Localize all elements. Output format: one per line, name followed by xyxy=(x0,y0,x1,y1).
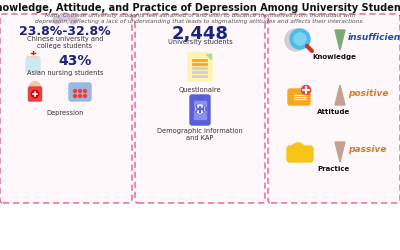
FancyBboxPatch shape xyxy=(28,51,38,55)
Text: 23.8%-32.8%: 23.8%-32.8% xyxy=(19,25,111,38)
Circle shape xyxy=(302,86,310,94)
Polygon shape xyxy=(335,30,345,50)
Text: Depression: Depression xyxy=(46,110,84,116)
Circle shape xyxy=(69,16,77,24)
Circle shape xyxy=(74,90,76,92)
FancyBboxPatch shape xyxy=(268,14,400,203)
FancyBboxPatch shape xyxy=(188,53,212,81)
Circle shape xyxy=(290,29,310,49)
Text: positive: positive xyxy=(348,88,388,98)
Text: Knowledge: Knowledge xyxy=(312,54,356,60)
Circle shape xyxy=(32,90,38,98)
Text: Demographic information
and KAP: Demographic information and KAP xyxy=(157,128,243,141)
Circle shape xyxy=(196,105,204,113)
Text: Practice: Practice xyxy=(318,166,350,172)
Polygon shape xyxy=(335,142,345,162)
Text: Chinese university and
college students: Chinese university and college students xyxy=(27,36,103,49)
Text: Asian nursing students: Asian nursing students xyxy=(27,70,103,76)
Text: 2,448: 2,448 xyxy=(172,25,228,43)
Circle shape xyxy=(285,29,307,51)
FancyBboxPatch shape xyxy=(135,14,265,203)
Circle shape xyxy=(74,94,76,98)
Text: 43%: 43% xyxy=(58,54,92,68)
FancyBboxPatch shape xyxy=(0,14,132,203)
Circle shape xyxy=(78,90,82,92)
FancyBboxPatch shape xyxy=(194,101,206,119)
FancyBboxPatch shape xyxy=(28,87,42,101)
FancyBboxPatch shape xyxy=(288,89,310,105)
Circle shape xyxy=(84,90,86,92)
Text: University students: University students xyxy=(168,39,232,45)
Circle shape xyxy=(61,13,69,21)
Circle shape xyxy=(27,53,39,65)
Text: insufficient: insufficient xyxy=(348,34,400,42)
Circle shape xyxy=(30,82,40,92)
Circle shape xyxy=(53,16,61,24)
Text: Knowledge, Attitude, and Practice of Depression Among University Students: Knowledge, Attitude, and Practice of Dep… xyxy=(0,3,400,13)
Circle shape xyxy=(78,94,82,98)
Circle shape xyxy=(84,94,86,98)
Circle shape xyxy=(291,143,305,157)
Text: Questionaire: Questionaire xyxy=(179,87,221,93)
FancyBboxPatch shape xyxy=(26,58,40,72)
Polygon shape xyxy=(335,85,345,105)
FancyBboxPatch shape xyxy=(69,83,91,101)
Circle shape xyxy=(294,33,306,45)
Text: Attitude: Attitude xyxy=(317,109,351,115)
Polygon shape xyxy=(206,54,211,59)
FancyBboxPatch shape xyxy=(287,146,313,162)
Text: Many Chinese university students feel ashamed of and wish to distance themselves: Many Chinese university students feel as… xyxy=(35,13,365,24)
Text: passive: passive xyxy=(348,146,386,154)
FancyBboxPatch shape xyxy=(190,95,210,125)
